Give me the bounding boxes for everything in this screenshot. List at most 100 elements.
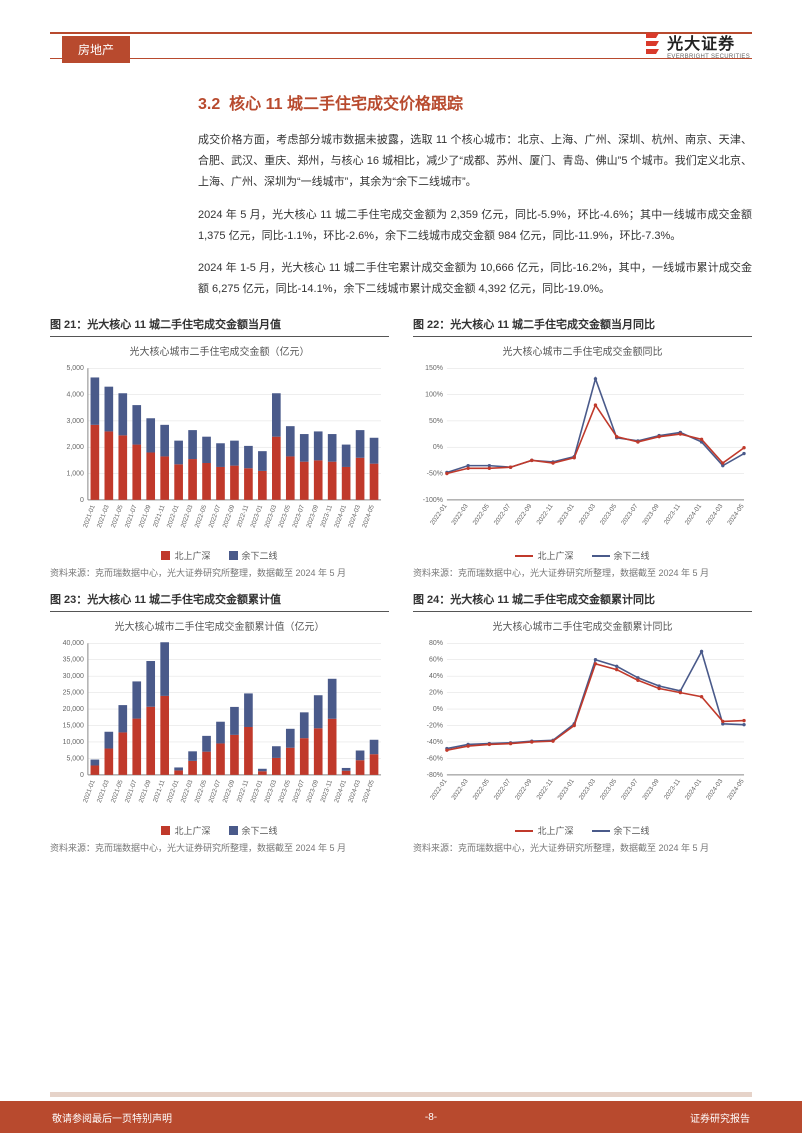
- svg-text:2023-09: 2023-09: [305, 504, 320, 529]
- chart-22-heading: 图 22：光大核心 11 城二手住宅成交金额当月同比: [413, 316, 752, 337]
- svg-text:2024-01: 2024-01: [333, 779, 348, 804]
- legend-label-b: 余下二线: [242, 549, 278, 562]
- svg-text:2023-03: 2023-03: [578, 503, 598, 527]
- svg-text:2022-03: 2022-03: [180, 779, 195, 804]
- svg-text:60%: 60%: [429, 657, 443, 664]
- chart-22-inner-title: 光大核心城市二手住宅成交金额同比: [413, 343, 752, 358]
- chart-22-block: 图 22：光大核心 11 城二手住宅成交金额当月同比 光大核心城市二手住宅成交金…: [413, 316, 752, 579]
- svg-text:2022-11: 2022-11: [236, 779, 251, 804]
- chart-22-svg: -100%-50%0%50%100%150%2022-012022-032022…: [413, 362, 752, 542]
- chart-23-heading: 图 23：光大核心 11 城二手住宅成交金额累计值: [50, 591, 389, 612]
- svg-text:40,000: 40,000: [63, 640, 84, 647]
- svg-text:150%: 150%: [425, 365, 443, 372]
- paragraph-2: 2024 年 5 月，光大核心 11 城二手住宅成交金额为 2,359 亿元，同…: [198, 205, 752, 247]
- svg-text:2022-01: 2022-01: [429, 778, 449, 802]
- svg-text:5,000: 5,000: [66, 365, 84, 372]
- svg-text:2022-05: 2022-05: [194, 504, 209, 529]
- svg-text:2023-01: 2023-01: [557, 778, 577, 802]
- chart-21-source: 资料来源：克而瑞数据中心，光大证券研究所整理，数据截至 2024 年 5 月: [50, 566, 389, 579]
- chart-24-inner-title: 光大核心城市二手住宅成交金额累计同比: [413, 618, 752, 633]
- svg-text:0: 0: [80, 497, 84, 504]
- svg-text:2023-03: 2023-03: [264, 779, 279, 804]
- svg-text:2023-11: 2023-11: [320, 779, 335, 804]
- svg-text:2023-07: 2023-07: [291, 779, 306, 804]
- svg-text:2022-09: 2022-09: [514, 503, 534, 527]
- svg-text:-100%: -100%: [423, 497, 443, 504]
- svg-text:2022-07: 2022-07: [208, 504, 223, 529]
- svg-text:2021-11: 2021-11: [152, 779, 167, 804]
- chart-24-source: 资料来源：克而瑞数据中心，光大证券研究所整理，数据截至 2024 年 5 月: [413, 841, 752, 854]
- svg-text:35,000: 35,000: [63, 657, 84, 664]
- logo-icon: [643, 31, 663, 59]
- svg-text:2023-01: 2023-01: [557, 503, 577, 527]
- svg-text:2022-11: 2022-11: [236, 504, 251, 529]
- legend-label-a: 北上广深: [537, 824, 573, 837]
- chart-24-legend: 北上广深 余下二线: [413, 824, 752, 837]
- category-tag: 房地产: [62, 36, 130, 63]
- svg-text:2023-07: 2023-07: [620, 503, 640, 527]
- svg-text:1,000: 1,000: [66, 471, 84, 478]
- svg-text:2022-07: 2022-07: [208, 779, 223, 804]
- svg-text:2021-01: 2021-01: [82, 504, 97, 529]
- svg-text:2023-03: 2023-03: [578, 778, 598, 802]
- svg-text:2022-05: 2022-05: [472, 503, 492, 527]
- svg-text:2023-09: 2023-09: [305, 779, 320, 804]
- svg-text:2024-03: 2024-03: [347, 504, 362, 529]
- svg-text:2024-05: 2024-05: [361, 779, 376, 804]
- svg-text:2023-01: 2023-01: [250, 504, 265, 529]
- svg-text:2022-05: 2022-05: [194, 779, 209, 804]
- svg-text:5,000: 5,000: [66, 756, 84, 763]
- svg-text:2021-07: 2021-07: [124, 779, 139, 804]
- footer-left: 敬请参阅最后一页特别声明: [52, 1110, 172, 1125]
- svg-text:2024-03: 2024-03: [705, 503, 725, 527]
- charts-grid: 图 21：光大核心 11 城二手住宅成交金额当月值 光大核心城市二手住宅成交金额…: [50, 316, 752, 854]
- svg-text:4,000: 4,000: [66, 392, 84, 399]
- chart-24-body: 光大核心城市二手住宅成交金额累计同比 -80%-60%-40%-20%0%20%…: [413, 618, 752, 837]
- chart-24-svg: -80%-60%-40%-20%0%20%40%60%80%2022-01202…: [413, 637, 752, 817]
- svg-text:2022-11: 2022-11: [536, 503, 555, 526]
- svg-text:-80%: -80%: [427, 772, 443, 779]
- svg-text:2023-11: 2023-11: [320, 504, 335, 529]
- footer-separator: [50, 1092, 752, 1097]
- chart-23-legend: 北上广深 余下二线: [50, 824, 389, 837]
- brand-logo: 光大证券 EVERBRIGHT SECURITIES: [643, 30, 750, 60]
- chart-23-svg: 05,00010,00015,00020,00025,00030,00035,0…: [50, 637, 389, 817]
- svg-text:2021-11: 2021-11: [152, 504, 167, 529]
- svg-text:2021-05: 2021-05: [110, 779, 125, 804]
- svg-text:2021-03: 2021-03: [96, 504, 111, 529]
- svg-text:2023-09: 2023-09: [641, 503, 661, 527]
- legend-label-a: 北上广深: [174, 824, 210, 837]
- svg-text:0: 0: [80, 772, 84, 779]
- chart-22-source: 资料来源：克而瑞数据中心，光大证券研究所整理，数据截至 2024 年 5 月: [413, 566, 752, 579]
- chart-22-body: 光大核心城市二手住宅成交金额同比 -100%-50%0%50%100%150%2…: [413, 343, 752, 562]
- svg-text:2022-07: 2022-07: [493, 778, 513, 802]
- svg-text:0%: 0%: [433, 706, 443, 713]
- chart-22-legend: 北上广深 余下二线: [413, 549, 752, 562]
- svg-text:2022-09: 2022-09: [222, 504, 237, 529]
- svg-text:80%: 80%: [429, 640, 443, 647]
- footer-center: -8-: [425, 1112, 437, 1123]
- svg-text:2022-03: 2022-03: [450, 778, 470, 802]
- svg-text:2021-09: 2021-09: [138, 504, 153, 529]
- main-content: 3.2 核心 11 城二手住宅成交价格跟踪 成交价格方面，考虑部分城市数据未披露…: [0, 0, 802, 854]
- paragraph-3: 2024 年 1-5 月，光大核心 11 城二手住宅累计成交金额为 10,666…: [198, 258, 752, 300]
- svg-text:2021-03: 2021-03: [96, 779, 111, 804]
- legend-label-b: 余下二线: [614, 824, 650, 837]
- svg-text:2023-05: 2023-05: [599, 778, 619, 802]
- svg-text:3,000: 3,000: [66, 418, 84, 425]
- svg-text:25,000: 25,000: [63, 690, 84, 697]
- svg-text:2023-07: 2023-07: [291, 504, 306, 529]
- svg-text:2024-05: 2024-05: [726, 778, 746, 802]
- svg-text:10,000: 10,000: [63, 739, 84, 746]
- svg-text:2023-05: 2023-05: [277, 779, 292, 804]
- svg-text:30,000: 30,000: [63, 673, 84, 680]
- svg-text:2022-09: 2022-09: [514, 778, 534, 802]
- svg-text:2022-03: 2022-03: [180, 504, 195, 529]
- chart-23-source: 资料来源：克而瑞数据中心，光大证券研究所整理，数据截至 2024 年 5 月: [50, 841, 389, 854]
- svg-text:2023-05: 2023-05: [277, 504, 292, 529]
- chart-21-heading: 图 21：光大核心 11 城二手住宅成交金额当月值: [50, 316, 389, 337]
- svg-text:50%: 50%: [429, 418, 443, 425]
- svg-text:2022-03: 2022-03: [450, 503, 470, 527]
- chart-23-block: 图 23：光大核心 11 城二手住宅成交金额累计值 光大核心城市二手住宅成交金额…: [50, 591, 389, 854]
- svg-text:2024-01: 2024-01: [333, 504, 348, 529]
